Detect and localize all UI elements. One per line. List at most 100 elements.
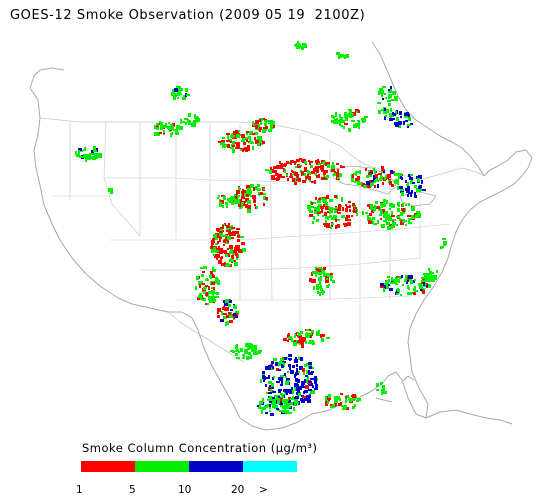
smoke-pixel bbox=[307, 370, 310, 373]
smoke-pixel bbox=[213, 247, 216, 249]
smoke-pixel bbox=[331, 121, 333, 123]
smoke-pixel bbox=[347, 222, 351, 226]
smoke-pixel bbox=[362, 211, 364, 215]
smoke-pixel bbox=[168, 122, 170, 124]
smoke-pixel bbox=[296, 364, 298, 367]
smoke-pixel bbox=[236, 142, 240, 146]
smoke-pixel bbox=[270, 413, 274, 416]
smoke-pixel bbox=[291, 402, 293, 405]
smoke-pixel bbox=[381, 94, 383, 97]
smoke-pixel bbox=[276, 381, 280, 383]
smoke-pixel bbox=[92, 156, 96, 160]
smoke-pixel bbox=[257, 184, 260, 187]
smoke-pixel bbox=[246, 185, 250, 189]
smoke-pixel bbox=[245, 204, 248, 208]
smoke-pixel bbox=[309, 214, 313, 217]
smoke-pixel bbox=[312, 385, 314, 388]
smoke-pixel bbox=[269, 120, 272, 122]
smoke-pixel bbox=[339, 119, 342, 123]
smoke-pixel bbox=[316, 271, 319, 274]
smoke-pixel bbox=[379, 88, 383, 91]
smoke-pixel bbox=[268, 366, 271, 370]
smoke-pixel bbox=[403, 121, 405, 125]
smoke-pixel bbox=[235, 196, 237, 199]
smoke-pixel bbox=[323, 161, 326, 165]
smoke-pixel bbox=[252, 195, 256, 199]
smoke-pixel bbox=[266, 404, 269, 407]
smoke-pixel bbox=[269, 410, 271, 412]
smoke-pixel bbox=[255, 141, 257, 143]
smoke-pixel bbox=[284, 169, 286, 173]
smoke-pixel bbox=[271, 383, 274, 387]
smoke-pixel bbox=[322, 198, 325, 202]
smoke-pixel bbox=[271, 121, 275, 125]
smoke-pixel bbox=[330, 226, 332, 229]
smoke-pixel bbox=[159, 132, 162, 134]
smoke-pixel bbox=[250, 184, 254, 188]
smoke-pixel bbox=[424, 275, 427, 279]
smoke-pixel bbox=[219, 237, 222, 239]
smoke-pixel bbox=[348, 397, 350, 400]
smoke-pixel bbox=[230, 248, 233, 251]
smoke-pixel bbox=[306, 329, 309, 331]
smoke-pixel bbox=[400, 189, 404, 191]
smoke-pixel bbox=[408, 174, 410, 177]
smoke-pixel bbox=[165, 123, 167, 125]
smoke-pixel bbox=[262, 371, 265, 374]
smoke-pixel bbox=[228, 223, 230, 226]
smoke-pixel bbox=[426, 283, 428, 286]
smoke-pixel bbox=[236, 344, 238, 346]
smoke-pixel bbox=[268, 129, 272, 132]
smoke-pixel bbox=[303, 372, 305, 375]
smoke-pixel bbox=[304, 168, 307, 172]
legend-tick-5: 5 bbox=[129, 484, 136, 496]
smoke-pixel bbox=[298, 357, 300, 360]
smoke-pixel bbox=[404, 113, 408, 116]
smoke-pixel bbox=[232, 149, 235, 153]
smoke-pixel bbox=[219, 233, 223, 236]
smoke-pixel bbox=[228, 198, 231, 202]
smoke-pixel bbox=[270, 389, 272, 392]
smoke-pixel bbox=[371, 180, 374, 182]
smoke-pixel bbox=[410, 218, 412, 220]
smoke-pixel bbox=[380, 382, 383, 384]
smoke-pixel bbox=[285, 376, 287, 378]
smoke-pixel bbox=[224, 303, 228, 306]
smoke-pixel bbox=[239, 134, 242, 136]
smoke-pixel bbox=[313, 216, 315, 220]
smoke-pixel bbox=[325, 220, 327, 223]
smoke-pixel bbox=[393, 281, 395, 284]
smoke-pixel bbox=[293, 407, 295, 411]
smoke-pixel bbox=[397, 208, 400, 212]
smoke-pixel bbox=[313, 202, 316, 204]
smoke-pixel bbox=[265, 197, 268, 200]
smoke-pixel bbox=[379, 214, 382, 216]
smoke-pixel bbox=[280, 393, 283, 395]
smoke-pixel bbox=[236, 200, 240, 204]
smoke-pixel bbox=[246, 138, 248, 142]
smoke-pixel bbox=[315, 166, 319, 169]
smoke-pixel bbox=[110, 191, 113, 194]
smoke-pixel bbox=[342, 207, 344, 211]
smoke-pixel bbox=[294, 399, 298, 402]
smoke-pixel bbox=[298, 340, 301, 343]
smoke-pixel bbox=[204, 286, 207, 289]
smoke-pixel bbox=[231, 259, 234, 262]
smoke-pixel bbox=[407, 182, 409, 185]
smoke-pixel bbox=[410, 292, 412, 295]
smoke-pixel bbox=[292, 365, 295, 368]
smoke-pixel bbox=[297, 392, 301, 396]
smoke-pixel bbox=[386, 214, 390, 217]
smoke-pixel bbox=[411, 207, 415, 211]
smoke-pixel bbox=[243, 356, 245, 359]
smoke-pixel bbox=[332, 280, 335, 283]
smoke-pixel bbox=[307, 395, 309, 399]
smoke-pixel bbox=[281, 362, 284, 364]
smoke-pixel bbox=[281, 394, 284, 398]
smoke-pixel bbox=[344, 123, 348, 125]
smoke-pixel bbox=[383, 201, 385, 204]
smoke-pixel bbox=[320, 206, 324, 209]
smoke-pixel bbox=[211, 290, 215, 292]
smoke-pixel bbox=[210, 271, 213, 274]
smoke-pixel bbox=[269, 170, 272, 174]
